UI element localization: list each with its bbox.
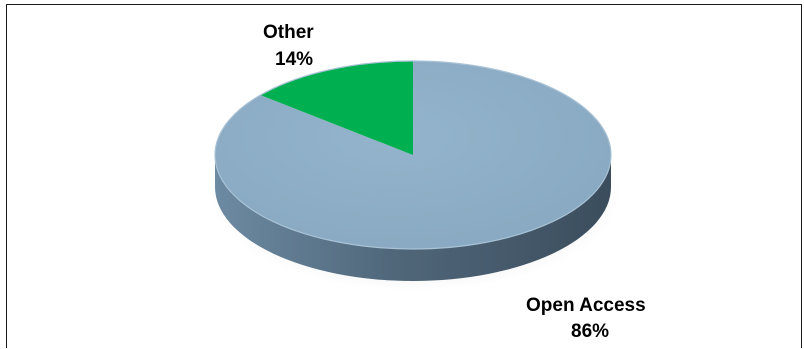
pie-side-wall — [215, 155, 611, 281]
slice-label-open-access-value: 86% — [571, 321, 610, 342]
pie-slice-other — [260, 61, 413, 155]
chart-frame: Other 14% Open Access 86% — [6, 4, 802, 348]
slice-label-other-value: 14% — [275, 49, 314, 70]
slice-label-other-name: Other — [263, 22, 314, 43]
pie-top-rim — [214, 60, 612, 250]
pie-chart — [210, 60, 620, 291]
slice-label-open-access-name: Open Access — [526, 295, 646, 316]
